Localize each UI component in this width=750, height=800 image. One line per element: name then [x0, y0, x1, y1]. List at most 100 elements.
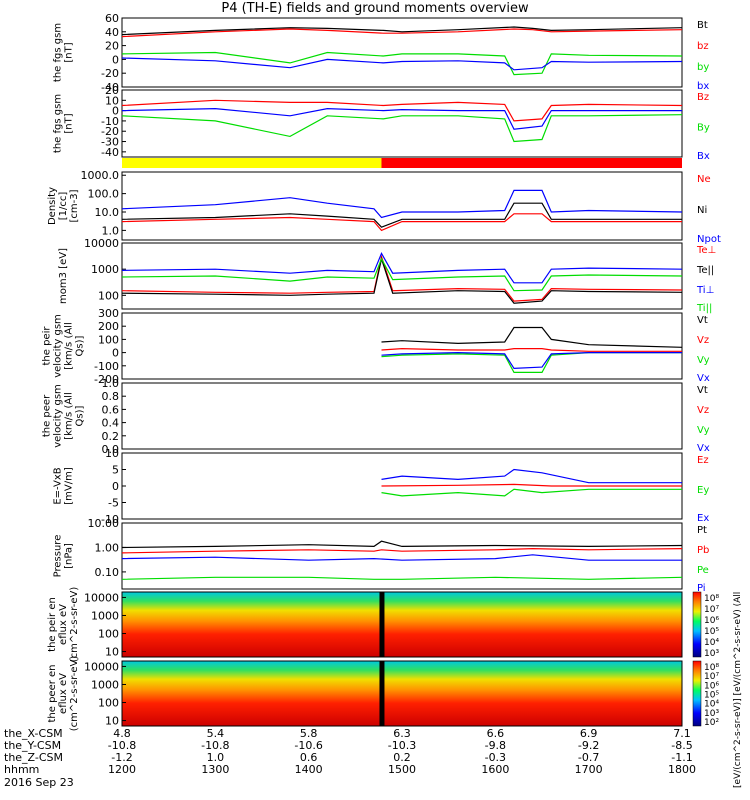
series-line-Ti||	[121, 257, 683, 292]
panel-5: 10000 1000 100 mom3 [eV] Te⊥ Te|| Ti⊥ Ti||	[58, 237, 716, 314]
date-label: 2016 Sep 23	[4, 776, 74, 789]
orbit-value: 6.3	[393, 727, 411, 740]
series-line-Ex	[381, 468, 682, 484]
y-tick-label: 0	[112, 480, 119, 493]
y-tick-label: -40	[101, 146, 119, 159]
orbit-value: -10.8	[201, 739, 230, 752]
y-tick-label: 100	[98, 333, 119, 346]
colorbar-tick-label: 10⁵	[704, 691, 719, 701]
y-tick-label: -20	[101, 125, 119, 138]
series-line-Pe	[121, 576, 683, 580]
legend-label: Bx	[697, 151, 710, 162]
legend-label: By	[697, 123, 710, 134]
orbit-value: 1800	[668, 763, 696, 776]
panel-frame	[121, 17, 683, 88]
y-axis-label: [mV/m]	[64, 467, 75, 505]
y-tick-label: 10.00	[88, 517, 120, 530]
legend-label: Vt	[697, 315, 708, 326]
orbit-value: 7.1	[673, 727, 691, 740]
orbit-value: 1600	[481, 763, 510, 776]
orbit-value: 5.8	[299, 727, 318, 740]
y-tick-label: 0.2	[102, 430, 120, 443]
page-title: P4 (TH-E) fields and ground moments over…	[221, 1, 529, 16]
y-tick-label: 10000	[84, 591, 119, 604]
series-line-Vx	[381, 351, 682, 370]
series-line-by	[121, 51, 683, 76]
y-axis-label: (cm^2-s-sr-eV)	[69, 587, 80, 663]
y-axis-label: the peir en	[47, 597, 58, 652]
data-gap-marker	[379, 592, 385, 657]
y-tick-label: 20	[105, 84, 119, 97]
y-tick-label: 40	[105, 26, 119, 39]
legend-label: Vt	[697, 385, 708, 396]
y-tick-label: 0	[112, 347, 119, 360]
y-axis-label: the fgs gsm	[53, 23, 64, 82]
series-line-Bz	[121, 99, 683, 122]
series-line-Bt	[121, 26, 683, 36]
y-axis-label: [nT]	[64, 113, 75, 133]
series-line-Ni	[121, 202, 682, 228]
y-axis-label: velocity gsm	[53, 314, 64, 378]
y-tick-label: 20	[105, 40, 119, 53]
y-tick-label: 10.0	[95, 206, 120, 219]
y-axis-label: Pressure	[53, 535, 64, 578]
orbit-value: 1400	[294, 763, 323, 776]
orbit-value: 1200	[108, 763, 136, 776]
colorbar-tick-label: 10⁵	[704, 627, 719, 637]
colorbar-tick-label: 10⁷	[704, 605, 719, 615]
y-tick-label: 0.6	[102, 403, 120, 416]
panel-frame	[121, 89, 683, 158]
y-axis-label: the peer	[42, 394, 53, 437]
legend-label: Pb	[697, 545, 709, 556]
panel-frame	[121, 171, 683, 241]
legend-label: Te⊥	[696, 245, 716, 256]
y-tick-label: 10	[105, 447, 119, 460]
series-line-Ez	[381, 483, 682, 487]
orbit-value: -0.3	[484, 751, 507, 764]
y-tick-label: 1.0	[102, 377, 120, 390]
series-line-Ti⊥	[121, 252, 683, 284]
y-tick-label: 100.0	[88, 188, 120, 201]
y-tick-label: 100	[98, 289, 119, 302]
colorbar	[692, 660, 702, 727]
orbit-value: 6.6	[486, 727, 505, 740]
legend-label: Bz	[697, 92, 709, 103]
orbit-value: 0.6	[299, 751, 318, 764]
panel-frame	[121, 312, 683, 380]
y-tick-label: 10000	[84, 660, 119, 673]
y-axis-label: eflux eV	[58, 604, 69, 645]
y-tick-label: 0.0	[102, 443, 120, 456]
y-tick-label: 0	[112, 105, 119, 118]
series-line-Ne	[121, 213, 682, 232]
y-axis-label: Qs)]	[75, 335, 86, 356]
orbit-value: -1.1	[671, 751, 693, 764]
legend-label: Ne	[697, 174, 711, 185]
orbit-value: -9.8	[484, 739, 507, 752]
y-axis-label: Density	[47, 187, 58, 225]
y-axis-label: [nT]	[64, 42, 75, 62]
y-axis-label: [km/s (All	[64, 392, 75, 440]
y-tick-label: -10	[101, 513, 119, 526]
orbit-value: 1.0	[206, 751, 225, 764]
y-tick-label: 1000.0	[81, 169, 120, 182]
legend-label: Vy	[697, 355, 710, 366]
panel-frame	[121, 382, 683, 450]
y-tick-label: 200	[98, 320, 119, 333]
y-tick-label: 0.10	[95, 566, 120, 579]
orbit-row-label: the_X-CSM	[4, 727, 63, 740]
panel-7: 1.00.80.60.40.20.0 the peer velocity gsm [k…	[42, 377, 710, 456]
orbit-value: 0.2	[393, 751, 411, 764]
colorbar-tick-label: 10⁸	[704, 594, 719, 604]
panel-frame	[121, 660, 683, 727]
y-tick-label: 0.8	[102, 390, 120, 403]
y-tick-label: 1.0	[102, 224, 120, 237]
orbit-value: 1300	[201, 763, 230, 776]
panel-frame	[121, 522, 683, 590]
series-line-bz	[121, 28, 683, 38]
y-tick-label: 100	[98, 697, 119, 710]
legend-label: by	[697, 62, 709, 73]
series-line-Vy	[381, 352, 682, 373]
